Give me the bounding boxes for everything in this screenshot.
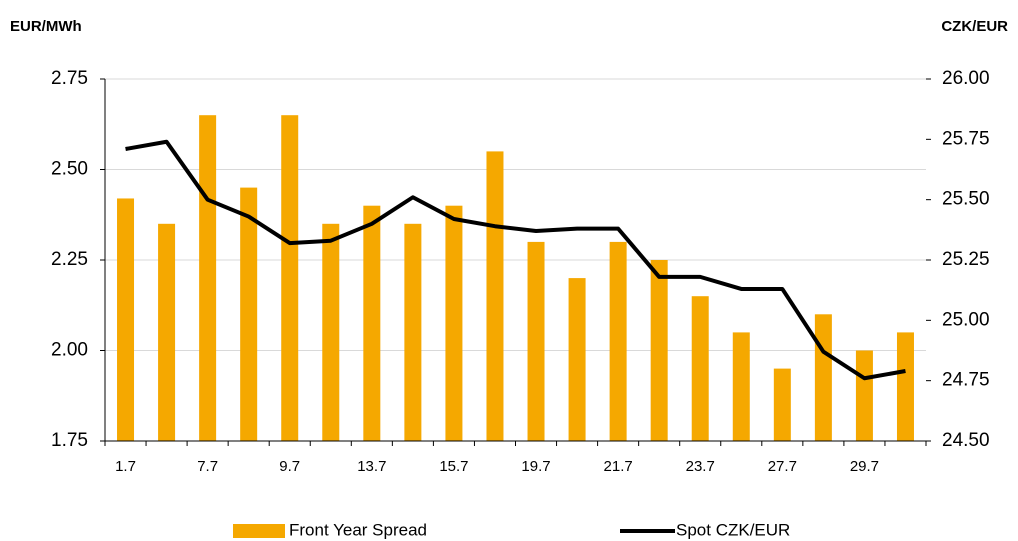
x-tick-label: 7.7 — [197, 458, 218, 475]
y2-tick-label: 25.50 — [942, 189, 990, 210]
bar — [773, 368, 791, 441]
y2-tick-label: 24.50 — [942, 430, 990, 451]
bar — [650, 260, 668, 441]
y-tick-label: 2.25 — [51, 249, 88, 270]
y-tick-label: 2.50 — [51, 159, 88, 180]
x-tick-label: 1.7 — [115, 458, 136, 475]
x-tick-label: 29.7 — [850, 458, 879, 475]
y-tick-label: 1.75 — [51, 430, 88, 451]
y2-tick-label: 26.00 — [942, 68, 990, 89]
bar — [322, 223, 340, 441]
y-tick-label: 2.00 — [51, 340, 88, 361]
x-tick-label: 15.7 — [439, 458, 468, 475]
bar — [609, 241, 627, 441]
x-tick-label: 13.7 — [357, 458, 386, 475]
y-tick-label: 2.75 — [51, 68, 88, 89]
x-tick-label: 27.7 — [768, 458, 797, 475]
bar — [199, 115, 217, 441]
bar — [404, 223, 422, 441]
legend-label: Spot CZK/EUR — [676, 520, 790, 539]
legend-swatch — [233, 524, 285, 538]
y2-tick-label: 24.75 — [942, 370, 990, 391]
x-tick-label: 9.7 — [279, 458, 300, 475]
bar — [732, 332, 750, 441]
bar — [486, 151, 504, 441]
bar — [158, 223, 176, 441]
line — [125, 139, 906, 381]
y2-tick-label: 25.25 — [942, 249, 990, 270]
bar — [896, 332, 914, 441]
x-tick-label: 21.7 — [604, 458, 633, 475]
bar — [855, 350, 873, 441]
y2-tick-label: 25.00 — [942, 309, 990, 330]
x-tick-label: 19.7 — [521, 458, 550, 475]
bar — [281, 115, 299, 441]
bar — [691, 296, 709, 441]
bar — [568, 278, 586, 441]
legend-label: Front Year Spread — [289, 520, 427, 539]
y-axis-label: EUR/MWh — [10, 18, 82, 35]
bar — [240, 187, 258, 441]
y2-axis-label: CZK/EUR — [941, 18, 1008, 35]
y2-tick-label: 25.75 — [942, 128, 990, 149]
x-tick-label: 23.7 — [686, 458, 715, 475]
bar — [363, 205, 381, 441]
bar — [445, 205, 463, 441]
bar — [814, 314, 832, 441]
bar — [117, 198, 135, 441]
bar — [527, 241, 545, 441]
